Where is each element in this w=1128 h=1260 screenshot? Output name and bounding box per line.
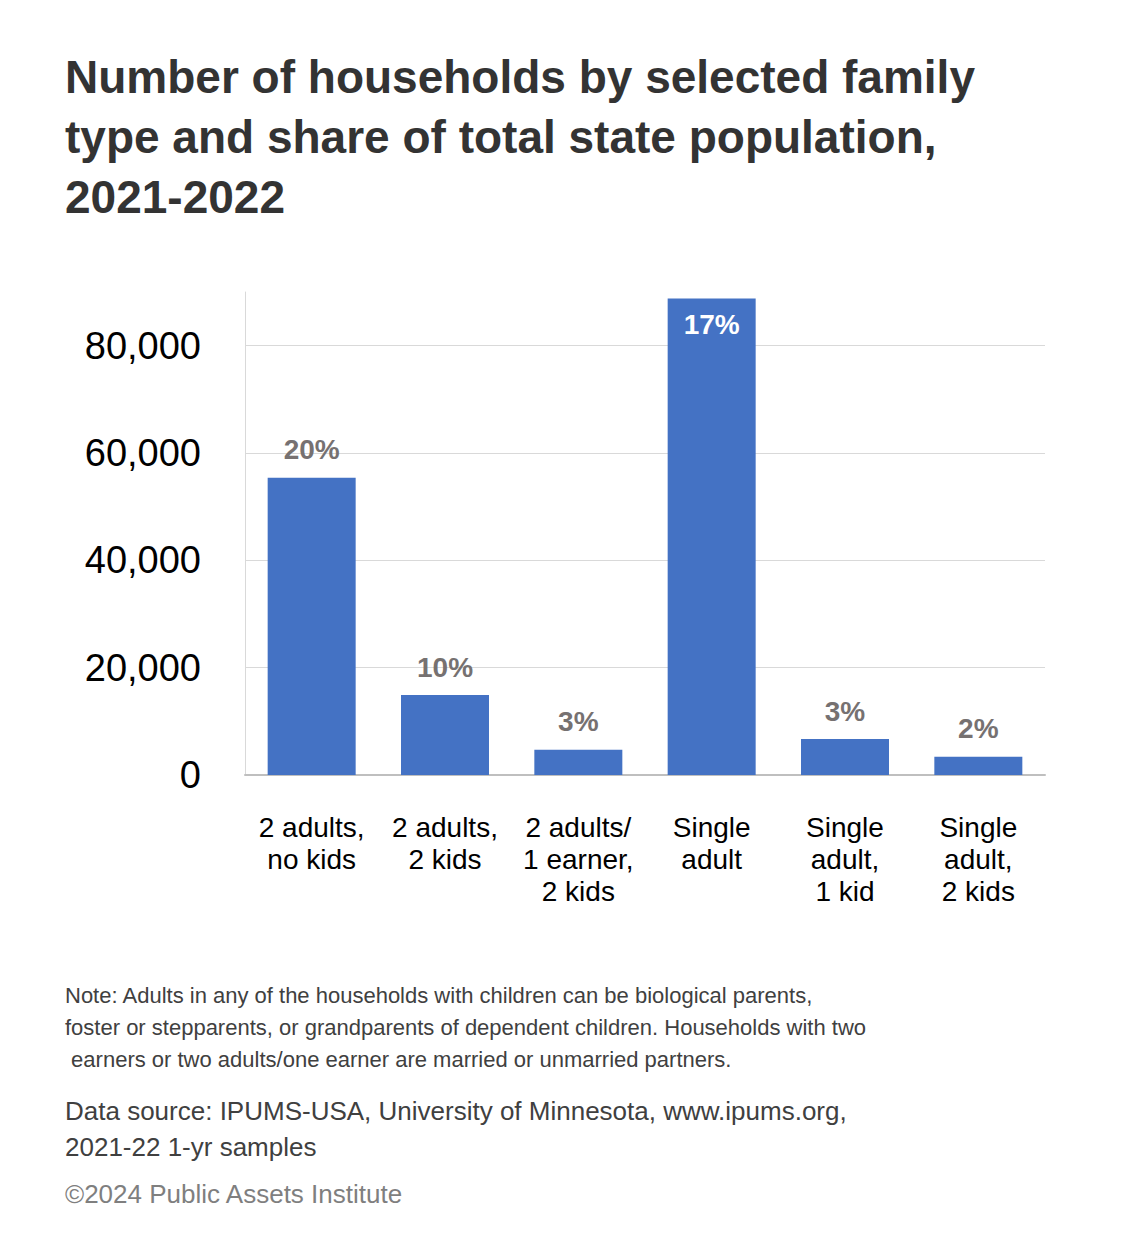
svg-text:adult,: adult, [811, 844, 880, 875]
svg-text:60,000: 60,000 [85, 432, 201, 474]
svg-text:10%: 10% [417, 652, 473, 683]
svg-text:2 adults,: 2 adults, [392, 812, 498, 843]
svg-text:2 kids: 2 kids [408, 844, 481, 875]
svg-text:Single: Single [806, 812, 884, 843]
svg-text:2 adults,: 2 adults, [259, 812, 365, 843]
svg-text:Data source: IPUMS-USA, Univer: Data source: IPUMS-USA, University of Mi… [65, 1096, 854, 1126]
svg-text:40,000: 40,000 [85, 539, 201, 581]
svg-text:adult,: adult, [944, 844, 1013, 875]
svg-text:adult: adult [681, 844, 742, 875]
svg-text:20%: 20% [284, 434, 340, 465]
svg-text:2 kids: 2 kids [542, 876, 615, 907]
svg-text:2021-2022: 2021-2022 [65, 171, 285, 223]
svg-text:2 kids: 2 kids [942, 876, 1015, 907]
svg-text:0: 0 [180, 754, 201, 796]
svg-text:1 kid: 1 kid [815, 876, 874, 907]
svg-text:2 adults/: 2 adults/ [525, 812, 631, 843]
svg-text:Single: Single [673, 812, 751, 843]
svg-text:type and share of total state: type and share of total state population… [65, 111, 949, 163]
svg-text:earners or two adults/one earn: earners or two adults/one earner are mar… [65, 1047, 731, 1072]
svg-text:no kids: no kids [267, 844, 356, 875]
svg-text:1 earner,: 1 earner, [523, 844, 634, 875]
svg-text:2%: 2% [958, 713, 999, 744]
svg-text:foster or stepparents, or gran: foster or stepparents, or grandparents o… [65, 1015, 866, 1040]
svg-text:Number of households by select: Number of households by selected family [65, 51, 988, 103]
svg-text:2021-22 1-yr samples: 2021-22 1-yr samples [65, 1132, 316, 1162]
svg-text:Single: Single [939, 812, 1017, 843]
svg-text:20,000: 20,000 [85, 647, 201, 689]
svg-text:80,000: 80,000 [85, 325, 201, 367]
svg-text:Note: Adults in any of the hou: Note: Adults in any of the households wi… [65, 983, 818, 1008]
svg-text:3%: 3% [558, 706, 599, 737]
svg-text:©2024 Public Assets Institute: ©2024 Public Assets Institute [65, 1179, 402, 1209]
svg-text:3%: 3% [825, 696, 866, 727]
svg-text:17%: 17% [684, 309, 740, 340]
